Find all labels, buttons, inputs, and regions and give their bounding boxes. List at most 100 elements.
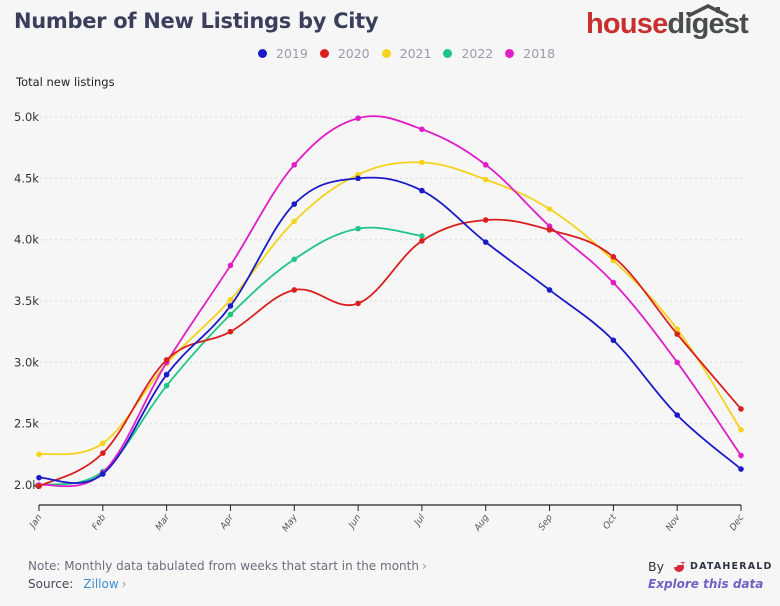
x-tick-label: May bbox=[281, 512, 300, 534]
data-point-2020 bbox=[674, 331, 680, 337]
data-point-2022 bbox=[163, 382, 170, 389]
legend-item-2021[interactable]: 2021 bbox=[381, 46, 432, 61]
y-axis-title: Total new listings bbox=[16, 75, 115, 89]
x-tick-label: Feb bbox=[91, 513, 109, 532]
legend-label: 2021 bbox=[399, 46, 432, 61]
data-point-2022 bbox=[355, 225, 361, 232]
legend-dot-icon bbox=[319, 49, 329, 58]
legend-label: 2022 bbox=[461, 46, 494, 61]
x-tick-label: Jun bbox=[346, 513, 364, 532]
data-point-2020 bbox=[163, 357, 170, 363]
y-tick-label: 2.5k bbox=[14, 417, 39, 431]
series-line-2019 bbox=[38, 176, 742, 484]
y-tick-label: 5.0k bbox=[14, 110, 39, 124]
y-tick-label: 4.5k bbox=[14, 171, 39, 185]
data-point-2020 bbox=[36, 483, 42, 490]
data-point-2021 bbox=[546, 206, 553, 212]
series-line-2020 bbox=[38, 218, 742, 488]
chevron-right-icon: › bbox=[421, 559, 427, 573]
legend-dot-icon bbox=[381, 49, 391, 58]
data-point-2019 bbox=[100, 471, 106, 477]
data-point-2019 bbox=[419, 187, 425, 194]
data-point-2021 bbox=[738, 427, 744, 433]
dataherald-logo-icon bbox=[673, 561, 685, 572]
series-line-2018 bbox=[38, 115, 742, 488]
x-tick-label: Nov bbox=[664, 512, 683, 533]
data-point-2021 bbox=[674, 326, 680, 333]
x-tick-label: Sep bbox=[537, 513, 555, 533]
source-label: Source: bbox=[28, 577, 74, 591]
data-point-2019 bbox=[610, 337, 617, 344]
legend-dot-icon bbox=[258, 49, 267, 58]
housedigest-logo[interactable]: housedigest bbox=[586, 4, 749, 41]
data-point-2020 bbox=[419, 238, 425, 244]
source-link-text: Zillow bbox=[83, 577, 119, 591]
data-point-2020 bbox=[738, 406, 744, 412]
legend-item-2022[interactable]: 2022 bbox=[443, 46, 493, 61]
data-point-2018 bbox=[291, 162, 298, 168]
chart-legend: 2019 2020 2021 2022 2018 bbox=[258, 46, 567, 61]
legend-item-2018[interactable]: 2018 bbox=[505, 46, 555, 61]
data-point-2022 bbox=[419, 233, 425, 239]
source-link[interactable]: Zillow › bbox=[83, 577, 126, 591]
data-point-2020 bbox=[100, 450, 106, 456]
x-tick-label: Jan bbox=[27, 513, 44, 532]
data-point-2020 bbox=[355, 300, 361, 307]
data-point-2020 bbox=[227, 328, 234, 335]
data-point-2019 bbox=[227, 303, 234, 309]
data-point-2021 bbox=[100, 440, 106, 447]
y-tick-label: 2.0k bbox=[14, 478, 39, 492]
legend-dot-icon bbox=[443, 49, 453, 58]
legend-item-2019[interactable]: 2019 bbox=[258, 46, 308, 61]
legend-item-2020[interactable]: 2020 bbox=[319, 46, 370, 61]
data-point-2021 bbox=[36, 451, 42, 458]
x-tick-label: Apr bbox=[218, 512, 236, 532]
x-tick-label: Aug bbox=[472, 513, 491, 534]
data-point-2019 bbox=[546, 287, 553, 293]
x-tick-label: Dec bbox=[728, 513, 746, 533]
data-point-2021 bbox=[419, 159, 425, 166]
y-tick-label: 4.0k bbox=[14, 233, 39, 247]
data-point-2018 bbox=[419, 126, 425, 133]
data-point-2019 bbox=[674, 412, 680, 418]
explore-data-link[interactable]: Explore this data bbox=[648, 577, 764, 591]
brand-digest: digest bbox=[667, 8, 749, 40]
source-line: Source: Zillow › bbox=[28, 577, 126, 591]
data-point-2020 bbox=[291, 287, 298, 293]
by-label: By bbox=[648, 559, 664, 574]
chevron-right-icon: › bbox=[121, 577, 127, 591]
data-point-2019 bbox=[291, 201, 298, 207]
data-point-2018 bbox=[738, 452, 744, 459]
house-roof-icon bbox=[687, 4, 729, 18]
legend-label: 2018 bbox=[523, 46, 556, 61]
data-point-2021 bbox=[227, 296, 234, 303]
data-point-2019 bbox=[482, 239, 489, 245]
x-tick-label: Oct bbox=[602, 513, 619, 532]
series-line-2021 bbox=[38, 161, 742, 456]
data-point-2019 bbox=[163, 371, 170, 378]
data-point-2018 bbox=[227, 262, 234, 269]
data-point-2022 bbox=[227, 311, 234, 318]
data-point-2022 bbox=[291, 256, 298, 263]
data-point-2019 bbox=[36, 474, 42, 481]
legend-label: 2020 bbox=[337, 46, 370, 61]
dataherald-text: DATAHERALD bbox=[689, 561, 773, 572]
data-point-2020 bbox=[546, 227, 553, 233]
x-tick-label: Jul bbox=[412, 513, 428, 530]
data-point-2020 bbox=[482, 217, 489, 223]
attribution: By DATAHERALD bbox=[648, 559, 773, 574]
y-tick-label: 3.5k bbox=[14, 294, 39, 308]
note-text: Note: Monthly data tabulated from weeks … bbox=[28, 559, 419, 573]
data-point-2018 bbox=[610, 279, 617, 286]
legend-label: 2019 bbox=[276, 46, 308, 61]
data-point-2020 bbox=[610, 254, 617, 260]
brand-house: house bbox=[586, 8, 668, 40]
legend-dot-icon bbox=[505, 49, 515, 58]
data-point-2019 bbox=[738, 466, 744, 472]
chart-title: Number of New Listings by City bbox=[14, 9, 379, 33]
data-point-2018 bbox=[674, 359, 680, 366]
data-point-2021 bbox=[291, 218, 298, 225]
data-point-2019 bbox=[355, 175, 361, 182]
footnote[interactable]: Note: Monthly data tabulated from weeks … bbox=[28, 559, 427, 573]
